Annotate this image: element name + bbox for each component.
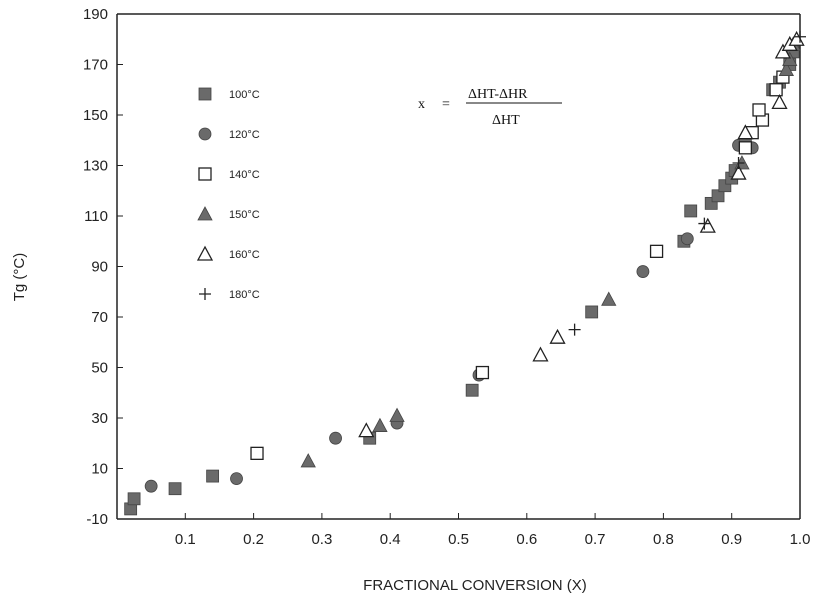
x-tick-label: 0.9: [721, 531, 742, 548]
legend-label: 150°C: [229, 209, 260, 221]
filled-square-marker: [711, 189, 725, 203]
plus-marker: [199, 288, 211, 300]
equation-denominator: ΔHT: [492, 113, 520, 128]
filled-triangle-marker: [389, 407, 405, 422]
filled-triangle-marker: [197, 206, 213, 221]
x-tick-label: 0.4: [380, 531, 401, 548]
filled-circle-marker: [230, 472, 243, 486]
filled-circle-marker: [636, 265, 650, 278]
open-square-marker: [738, 141, 753, 155]
open-triangle-marker: [737, 124, 754, 140]
y-tick-label: 170: [83, 57, 108, 74]
open-triangle-marker: [358, 422, 375, 438]
filled-circle-marker: [680, 232, 694, 246]
filled-circle-marker: [144, 479, 158, 493]
plus-marker: [568, 323, 581, 336]
filled-square-marker: [684, 204, 698, 218]
filled-circle-marker: [198, 127, 212, 141]
open-square-marker: [769, 83, 783, 97]
filled-square-marker: [168, 482, 182, 496]
tick-labels-group: 0.1 0.2 0.3 0.4 0.5 0.6 0.7 0.8 0.9 1.0 -10 10 30 50 7…: [83, 6, 810, 548]
open-triangle-marker: [771, 94, 788, 110]
filled-square-marker: [206, 469, 220, 483]
filled-square-marker: [585, 305, 599, 319]
y-tick-label: 50: [91, 360, 108, 377]
open-square-marker: [250, 446, 264, 461]
legend-label: 140°C: [229, 169, 260, 181]
y-tick-label: 110: [84, 208, 108, 225]
open-square-marker: [475, 365, 490, 380]
filled-triangle-marker: [782, 51, 798, 66]
legend-label: 180°C: [229, 289, 260, 301]
x-tick-label: 0.5: [448, 531, 469, 548]
open-triangle-marker: [532, 346, 549, 362]
plus-marker: [732, 156, 745, 169]
y-tick-label: 10: [91, 461, 108, 478]
y-tick-label: 70: [91, 309, 108, 326]
x-tick-label: 0.3: [311, 531, 332, 548]
equation-numerator: ΔHT-ΔHR: [468, 87, 528, 102]
y-tick-label: 130: [83, 158, 108, 175]
axes-group: [116, 13, 801, 520]
open-triangle-marker: [730, 164, 747, 180]
data-points-group: [124, 30, 806, 516]
legend-label: 160°C: [229, 249, 260, 261]
legend: 100°C 120°C 140°C 150°C 160°C 180°C: [196, 87, 260, 301]
y-tick-label: 90: [91, 259, 108, 276]
equation-equals: =: [442, 97, 450, 112]
y-tick-label: 30: [91, 410, 108, 427]
x-tick-label: 0.7: [585, 531, 606, 548]
x-tick-label: 0.6: [516, 531, 537, 548]
legend-label: 100°C: [229, 89, 260, 101]
legend-label: 120°C: [229, 129, 260, 141]
filled-triangle-marker: [601, 291, 617, 306]
plus-marker: [698, 217, 711, 230]
filled-triangle-marker: [300, 453, 316, 468]
x-tick-label: 1.0: [790, 531, 811, 548]
y-tick-label: 150: [83, 107, 108, 124]
open-triangle-marker: [549, 328, 566, 344]
x-axis-label: FRACTIONAL CONVERSION (X): [363, 577, 587, 594]
x-tick-label: 0.8: [653, 531, 674, 548]
filled-triangle-marker: [372, 417, 388, 432]
x-tick-label: 0.2: [243, 531, 264, 548]
filled-circle-marker: [329, 431, 342, 445]
open-triangle-marker: [196, 245, 214, 261]
plus-marker: [794, 30, 806, 43]
open-square-marker: [649, 244, 664, 259]
open-square-marker: [198, 167, 212, 181]
filled-square-marker: [465, 383, 479, 397]
filled-square-marker: [127, 492, 141, 506]
open-triangle-marker: [774, 43, 792, 59]
y-tick-label: 190: [83, 6, 108, 23]
equation-annotation: x = ΔHT-ΔHR ΔHT: [418, 87, 562, 128]
open-square-marker: [752, 103, 766, 117]
filled-square-marker: [198, 87, 212, 101]
equation-lhs: x: [418, 97, 425, 112]
x-tick-label: 0.1: [175, 531, 196, 548]
filled-triangle-marker: [778, 61, 795, 76]
y-tick-label: -10: [86, 511, 108, 528]
y-axis-label: Tg (°C): [11, 253, 28, 302]
